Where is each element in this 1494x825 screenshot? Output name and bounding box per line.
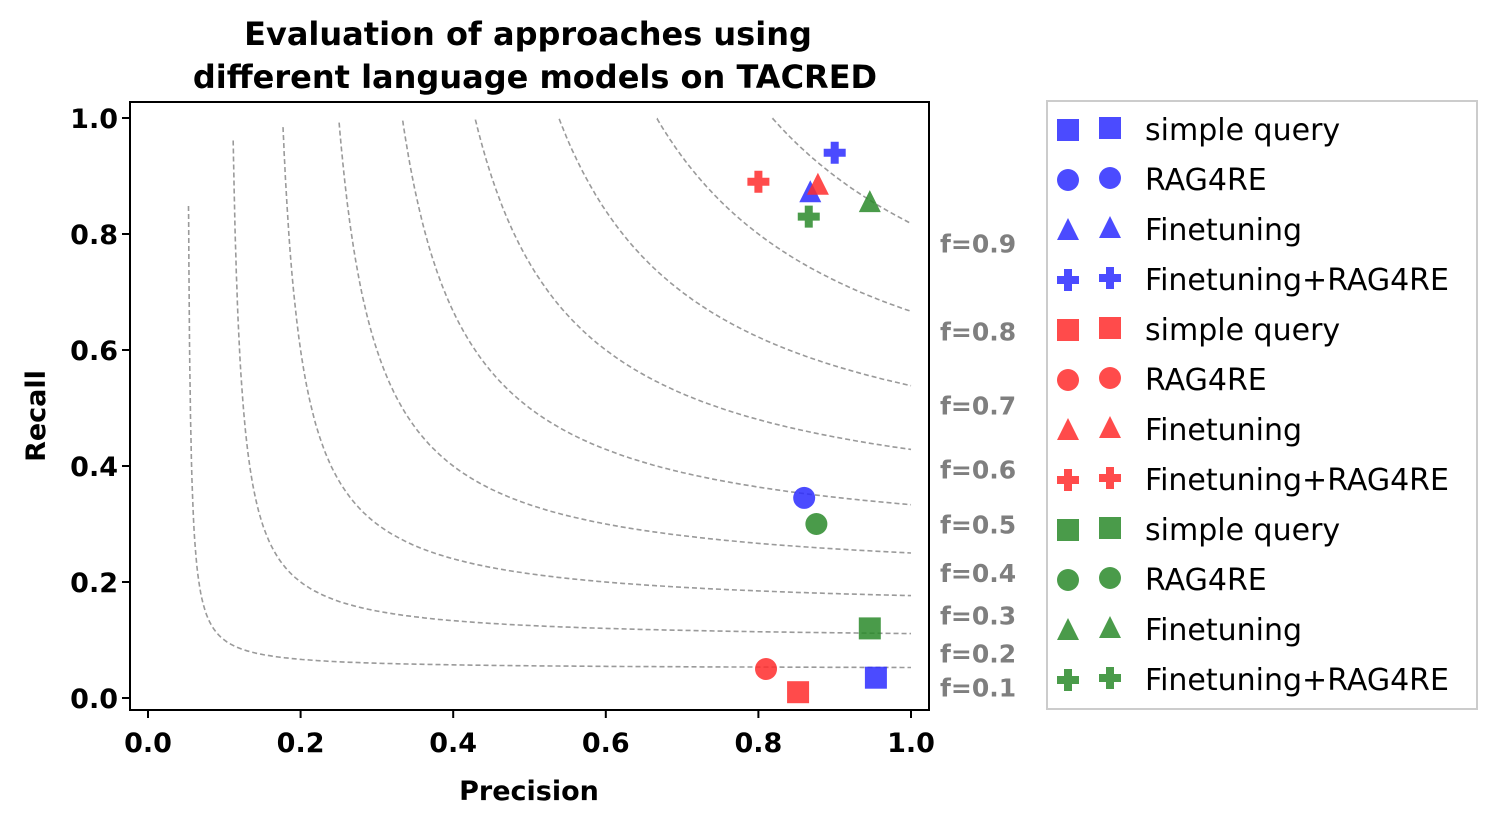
iso-f1-curves [187,117,912,669]
iso-f1-label: f=0.6 [940,455,1016,484]
legend-label: Finetuning+RAG4RE [1145,463,1449,498]
legend-label: RAG4RE [1145,163,1267,198]
x-axis-label: Precision [459,776,599,807]
legend-marker-green-square [1057,519,1079,541]
legend-marker-red-plus [1099,467,1121,489]
x-tick-label: 1.0 [887,728,935,759]
legend-marker-blue-plus [1057,269,1079,291]
legend-label: simple query [1145,513,1340,548]
y-axis-label: Recall [21,370,52,462]
iso-f1-label: f=0.8 [940,317,1016,346]
legend-marker-red-triangle [1057,418,1079,440]
legend-label: simple query [1145,113,1340,148]
point-red-rag4re [755,658,778,680]
legend-marker-green-square [1099,517,1121,539]
point-red-finetuning-rag4re [747,170,770,193]
y-tick-label: 0.4 [70,452,118,483]
iso-f1-label: f=0.3 [940,602,1016,631]
iso-f1-curve [232,140,912,635]
y-tick-label: 0.6 [70,336,118,367]
x-tick-label: 0.8 [734,728,782,759]
legend-marker-red-square [1057,319,1079,341]
iso-f1-curve [338,122,912,554]
y-tick-label: 0.2 [70,568,118,599]
iso-f1-label: f=0.4 [940,559,1016,588]
iso-f1-label: f=0.7 [940,392,1016,421]
y-tick-label: 0.0 [70,684,118,715]
legend-marker-blue-plus [1099,267,1121,289]
iso-f1-curve [558,118,912,387]
iso-f1-label: f=0.5 [940,511,1016,540]
point-green-rag4re [805,513,828,535]
legend-marker-green-triangle [1099,616,1121,638]
point-green-finetuning-rag4re [797,205,820,228]
legend-label: Finetuning [1145,613,1302,648]
legend-label: Finetuning+RAG4RE [1145,263,1449,298]
legend-marker-green-triangle [1057,618,1079,640]
x-axis-ticks: 0.0 0.2 0.4 0.6 0.8 1.0 [124,710,935,759]
legend-marker-blue-square [1057,119,1079,141]
y-tick-label: 1.0 [70,104,118,135]
point-blue-finetuning-rag4re [823,141,846,164]
x-tick-label: 0.6 [582,728,630,759]
point-blue-rag4re [793,486,816,509]
chart-title-line-1: Evaluation of approaches using [244,15,812,53]
legend-marker-green-circle [1099,567,1121,589]
legend-marker-red-circle [1057,369,1079,391]
iso-f1-label: f=0.1 [940,674,1016,703]
chart-title-line-2: different language models on TACRED [193,58,877,96]
x-tick-label: 0.2 [277,728,325,759]
y-axis-ticks: 0.0 0.2 0.4 0.6 0.8 1.0 [70,104,130,715]
point-red-simple-query [787,681,810,704]
legend-marker-blue-triangle [1057,218,1079,240]
x-tick-label: 0.0 [124,728,172,759]
iso-f1-curve [187,206,911,669]
iso-f1-curve [474,119,912,451]
legend-marker-green-circle [1057,569,1079,591]
chart-title: Evaluation of approaches using different… [193,15,877,96]
point-green-finetuning [858,190,881,213]
legend-marker-green-plus [1057,669,1079,691]
legend-marker-blue-triangle [1099,216,1121,238]
legend-marker-blue-circle [1057,169,1079,191]
legend-marker-red-circle [1099,367,1121,389]
iso-f1-label: f=0.9 [940,230,1016,259]
legend-label: Finetuning+RAG4RE [1145,663,1449,698]
y-tick-label: 0.8 [70,220,118,251]
iso-f1-curve [656,117,912,313]
point-green-simple-query [858,617,881,640]
legend-marker-blue-square [1099,117,1121,139]
iso-f1-label: f=0.2 [940,640,1016,669]
legend-marker-blue-circle [1099,167,1121,189]
legend-marker-red-triangle [1099,416,1121,438]
point-blue-simple-query [864,666,887,689]
legend-label: Finetuning [1145,413,1302,448]
data-points [747,141,887,704]
iso-f1-labels: f=0.1 f=0.2 f=0.3 f=0.4 f=0.5 f=0.6 f=0.7 f=0.8… [940,230,1016,703]
legend-label: Finetuning [1145,213,1302,248]
plot-area-frame [129,101,930,711]
legend-label: RAG4RE [1145,563,1267,598]
legend: simple query RAG4RE Finetuning Finetuning+R… [1046,100,1478,710]
legend-label: RAG4RE [1145,363,1267,398]
legend-marker-red-plus [1057,469,1079,491]
iso-f1-curve [401,120,912,506]
iso-f1-curve [771,117,912,225]
legend-frame [1046,100,1478,710]
legend-marker-green-plus [1099,667,1121,689]
legend-marker-red-square [1099,317,1121,339]
point-red-finetuning [806,172,829,195]
legend-label: simple query [1145,313,1340,348]
iso-f1-curve [282,127,912,597]
x-tick-label: 0.4 [429,728,477,759]
